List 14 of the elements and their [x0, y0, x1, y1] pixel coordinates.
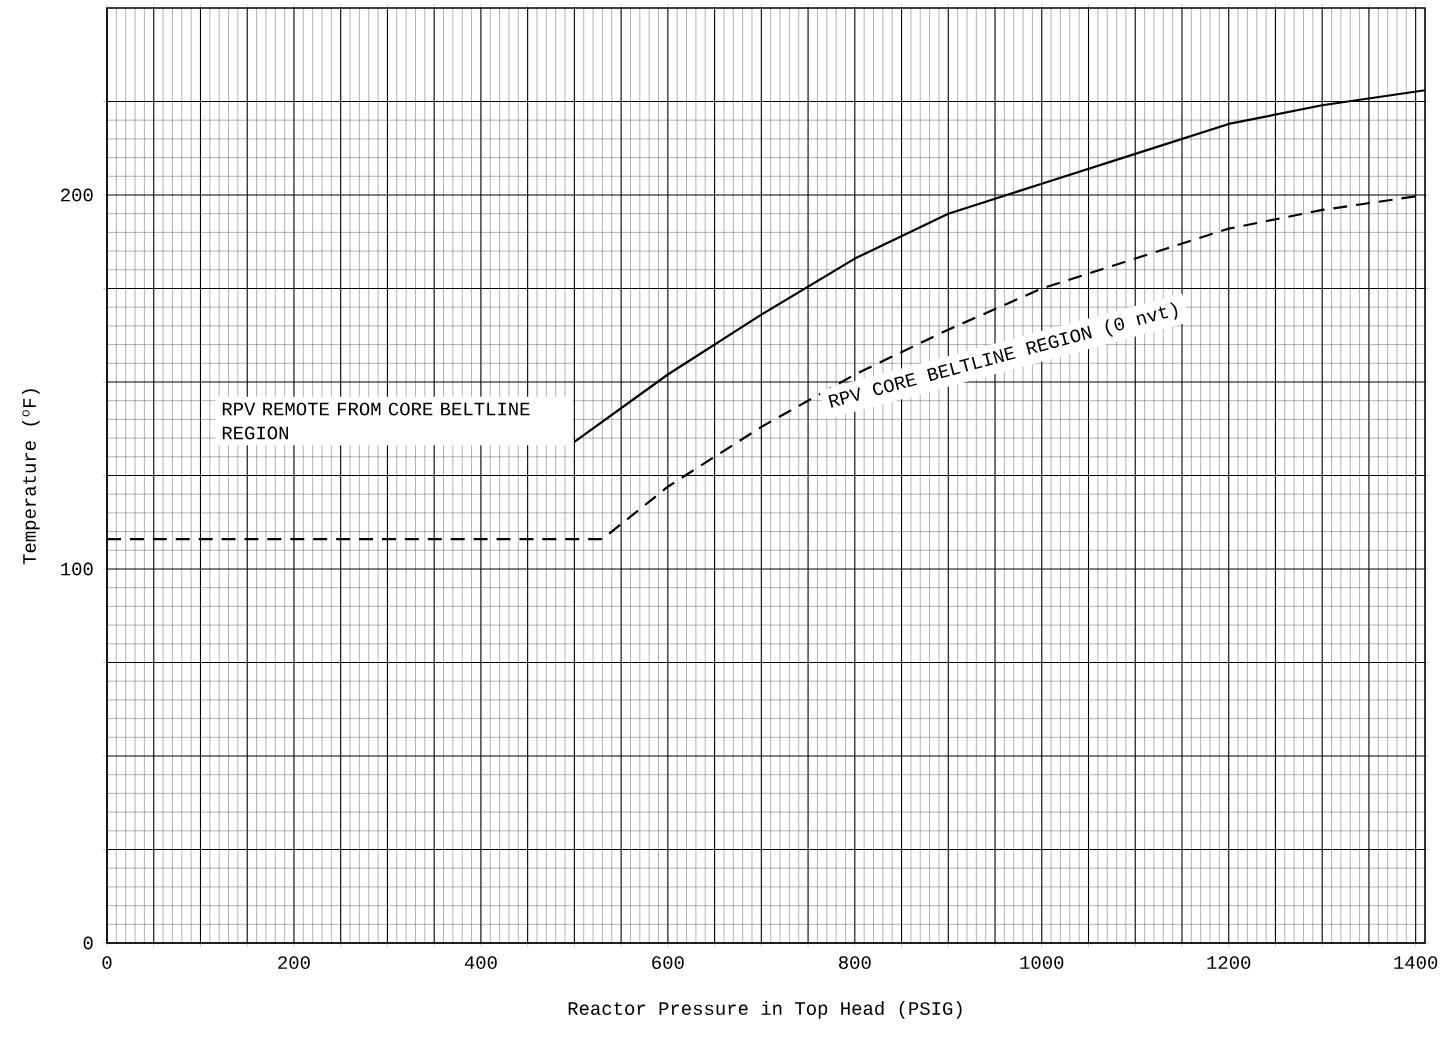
y-tick-label: 0	[83, 936, 93, 950]
x-axis-title: Reactor Pressure in Top Head (PSIG)	[568, 1001, 962, 1019]
x-tick-label: 0	[102, 956, 112, 969]
x-tick-label: 400	[464, 956, 497, 969]
y-tick-label: 100	[61, 562, 93, 576]
text: RPV REMOTE FROM CORE BELTLINE REGION	[222, 402, 530, 440]
x-tick-label: 200	[278, 956, 310, 969]
x-tick-label: 1400	[1394, 956, 1438, 969]
y-tick-label: 200	[61, 188, 93, 202]
x-tick-label: 800	[839, 956, 871, 969]
x-tick-label: 600	[652, 956, 684, 969]
y-axis-title: Temperature ($^{o}$F)	[22, 389, 40, 565]
x-tick-label: 1000	[1020, 956, 1064, 969]
x-tick-label: 1200	[1207, 956, 1251, 969]
